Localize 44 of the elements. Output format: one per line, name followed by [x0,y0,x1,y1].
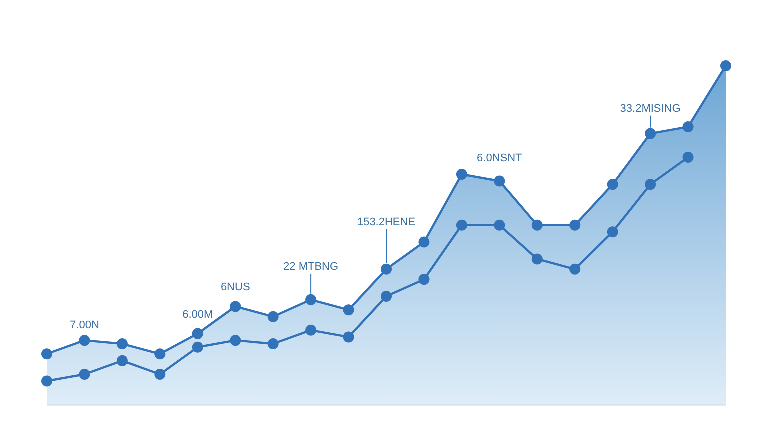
point [116,338,128,350]
point [154,348,166,360]
point [154,368,166,380]
point [268,311,279,322]
point [532,220,543,231]
point [570,220,581,231]
point [418,274,430,286]
annotation: 6.0NSNT [477,152,523,164]
point [192,342,204,353]
point [230,335,242,346]
point [42,376,52,387]
annotation: 6NUS [220,282,250,294]
point [343,304,354,316]
point [381,264,392,275]
point [494,220,506,231]
point [720,60,732,72]
point [306,294,317,306]
point [682,152,694,164]
point [306,324,317,336]
point [116,355,128,366]
point [343,332,354,343]
point [381,291,392,302]
point [79,368,90,380]
point [682,122,694,133]
point [645,128,656,140]
point [532,254,543,265]
point [42,348,52,360]
annotation: 33.2MISING [620,102,681,115]
point [268,338,279,350]
point [494,176,506,187]
point [607,226,618,238]
point [456,220,468,231]
point [456,168,468,180]
point [570,264,581,275]
point [607,179,618,190]
point [192,328,204,340]
annotation: 7.00N [70,320,100,332]
annotation: 153.2HENE [357,216,416,228]
point [418,236,430,248]
annotation: 6.00M [182,308,214,321]
point [79,335,90,346]
point [230,301,242,312]
annotation: 22 MTBNG [284,260,339,273]
point [645,179,656,190]
